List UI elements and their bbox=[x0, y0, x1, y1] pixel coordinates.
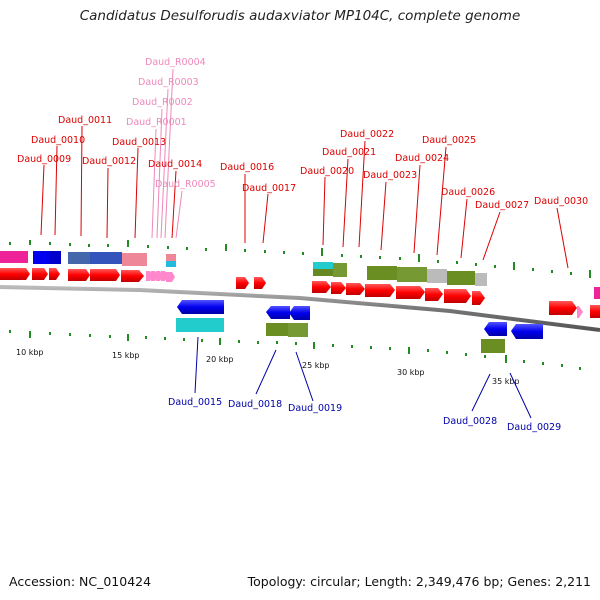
gene-arrow[interactable] bbox=[49, 268, 60, 280]
accession-label: Accession: NC_010424 bbox=[9, 574, 152, 589]
gene-arrow[interactable] bbox=[68, 269, 90, 281]
gene-arrow[interactable] bbox=[484, 322, 507, 336]
gene-label[interactable]: Daud_0016 bbox=[220, 162, 274, 173]
gene-label[interactable]: Daud_0012 bbox=[82, 156, 136, 167]
gene-label[interactable]: Daud_0030 bbox=[534, 196, 588, 207]
gene-arrow[interactable] bbox=[0, 268, 30, 280]
map-title: Candidatus Desulforudis audaxviator MP10… bbox=[79, 8, 521, 24]
rna-label-lines bbox=[151, 68, 183, 239]
gene-arrow[interactable] bbox=[121, 270, 144, 282]
gene-arrow[interactable] bbox=[254, 277, 266, 289]
gene-arrow[interactable] bbox=[90, 269, 120, 281]
rna-label[interactable]: Daud_R0004 bbox=[145, 57, 206, 68]
gene-label[interactable]: Daud_0010 bbox=[31, 135, 85, 146]
rna-gene-track bbox=[146, 271, 583, 318]
gene-label[interactable]: Daud_0027 bbox=[475, 200, 529, 211]
gene-label[interactable]: Daud_0017 bbox=[242, 183, 296, 194]
gene-label[interactable]: Daud_0022 bbox=[340, 129, 394, 140]
scale-label-30: 30 kbp bbox=[397, 368, 425, 377]
gene-arrow[interactable] bbox=[289, 306, 310, 320]
gene-arrow[interactable] bbox=[590, 305, 600, 318]
gene-arrow[interactable] bbox=[346, 283, 365, 295]
lower-tick-row bbox=[9, 330, 581, 370]
gene-arrow[interactable] bbox=[425, 288, 443, 301]
rna-label[interactable]: Daud_R0005 bbox=[155, 179, 216, 190]
forward-label-lines bbox=[40, 125, 569, 269]
scale-label-35: 35 kbp bbox=[492, 377, 520, 386]
gene-label[interactable]: Daud_0013 bbox=[112, 137, 166, 148]
scale-label-25: 25 kbp bbox=[302, 361, 330, 370]
rna-label[interactable]: Daud_R0002 bbox=[132, 97, 193, 108]
forward-gene-track bbox=[0, 268, 600, 318]
gene-arrow[interactable] bbox=[472, 291, 485, 305]
gene-arrow[interactable] bbox=[511, 324, 543, 339]
gene-arrow[interactable] bbox=[266, 306, 290, 319]
rna-label[interactable]: Daud_R0001 bbox=[126, 117, 187, 128]
gene-label[interactable]: Daud_0015 bbox=[168, 397, 222, 408]
gene-label[interactable]: Daud_0019 bbox=[288, 403, 342, 414]
gene-label[interactable]: Daud_0024 bbox=[395, 153, 449, 164]
reverse-gene-track bbox=[177, 300, 543, 339]
gene-label[interactable]: Daud_0026 bbox=[441, 187, 495, 198]
gene-label[interactable]: Daud_0011 bbox=[58, 115, 112, 126]
gene-arrow[interactable] bbox=[177, 300, 224, 314]
gene-arrow[interactable] bbox=[32, 268, 48, 280]
gene-label[interactable]: Daud_0028 bbox=[443, 416, 497, 427]
gene-arrow[interactable] bbox=[365, 284, 395, 297]
scale-label-10: 10 kbp bbox=[16, 348, 44, 357]
gene-label[interactable]: Daud_0009 bbox=[17, 154, 71, 165]
gene-arrow[interactable] bbox=[312, 281, 331, 293]
gene-arrow[interactable] bbox=[331, 282, 346, 294]
gene-arrow[interactable] bbox=[396, 286, 425, 299]
gene-label[interactable]: Daud_0020 bbox=[300, 166, 354, 177]
gene-arrow[interactable] bbox=[549, 301, 577, 315]
scale-label-20: 20 kbp bbox=[206, 355, 234, 364]
gene-arrow[interactable] bbox=[444, 289, 471, 303]
gene-label[interactable]: Daud_0021 bbox=[322, 147, 376, 158]
reverse-label-lines bbox=[194, 336, 532, 419]
gene-label[interactable]: Daud_0018 bbox=[228, 399, 282, 410]
scale-label-15: 15 kbp bbox=[112, 351, 140, 360]
feature-track bbox=[0, 251, 600, 299]
genome-backbone bbox=[0, 285, 600, 332]
gene-label[interactable]: Daud_0029 bbox=[507, 422, 561, 433]
upper-tick-row bbox=[9, 240, 591, 278]
gene-label[interactable]: Daud_0014 bbox=[148, 159, 202, 170]
reverse-feature-track bbox=[176, 318, 505, 353]
gene-label[interactable]: Daud_0023 bbox=[363, 170, 417, 181]
rna-label[interactable]: Daud_R0003 bbox=[138, 77, 199, 88]
gene-label[interactable]: Daud_0025 bbox=[422, 135, 476, 146]
gene-arrow[interactable] bbox=[236, 277, 249, 289]
genome-summary: Topology: circular; Length: 2,349,476 bp… bbox=[247, 574, 591, 589]
